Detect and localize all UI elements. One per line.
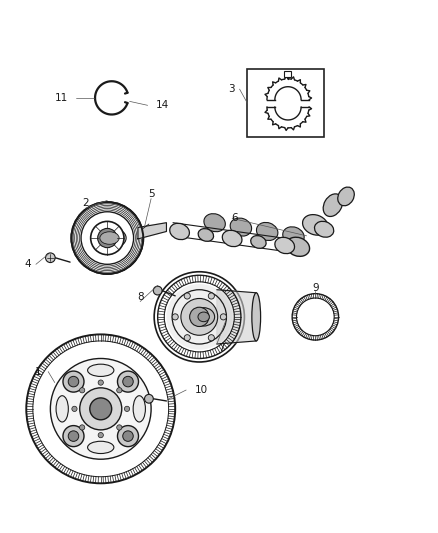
Ellipse shape bbox=[252, 293, 261, 341]
Circle shape bbox=[98, 229, 117, 248]
Ellipse shape bbox=[193, 308, 215, 326]
Ellipse shape bbox=[198, 312, 209, 322]
Ellipse shape bbox=[133, 395, 145, 422]
Circle shape bbox=[63, 371, 84, 392]
Text: 10: 10 bbox=[195, 385, 208, 395]
Text: 2: 2 bbox=[82, 198, 89, 208]
Circle shape bbox=[68, 431, 79, 441]
Circle shape bbox=[154, 272, 244, 362]
Circle shape bbox=[123, 431, 133, 441]
Polygon shape bbox=[217, 290, 256, 344]
Circle shape bbox=[63, 425, 84, 447]
Ellipse shape bbox=[100, 232, 119, 244]
Ellipse shape bbox=[170, 223, 189, 240]
Circle shape bbox=[72, 406, 77, 411]
Circle shape bbox=[71, 202, 143, 274]
Circle shape bbox=[123, 376, 133, 387]
Circle shape bbox=[117, 425, 138, 447]
Circle shape bbox=[124, 406, 130, 411]
Circle shape bbox=[145, 394, 153, 403]
Circle shape bbox=[181, 298, 218, 335]
Circle shape bbox=[90, 398, 112, 420]
Ellipse shape bbox=[88, 364, 114, 376]
Text: 6: 6 bbox=[231, 213, 238, 223]
Ellipse shape bbox=[283, 227, 304, 245]
Circle shape bbox=[184, 335, 191, 341]
Text: 14: 14 bbox=[155, 100, 169, 110]
Text: 3: 3 bbox=[228, 84, 234, 94]
Circle shape bbox=[91, 221, 124, 255]
Ellipse shape bbox=[323, 194, 343, 216]
Ellipse shape bbox=[275, 237, 294, 254]
Text: 7: 7 bbox=[218, 343, 225, 352]
Ellipse shape bbox=[338, 187, 354, 206]
Circle shape bbox=[68, 376, 79, 387]
Text: 5: 5 bbox=[148, 189, 155, 199]
Circle shape bbox=[117, 371, 138, 392]
Circle shape bbox=[220, 314, 226, 320]
Ellipse shape bbox=[230, 218, 251, 236]
Ellipse shape bbox=[286, 237, 310, 256]
Circle shape bbox=[208, 293, 215, 299]
Ellipse shape bbox=[314, 221, 334, 237]
Bar bbox=[247, 69, 324, 138]
Circle shape bbox=[166, 284, 232, 350]
Bar bbox=[285, 71, 291, 77]
Circle shape bbox=[80, 425, 85, 430]
Ellipse shape bbox=[303, 215, 328, 235]
Circle shape bbox=[117, 425, 122, 430]
Circle shape bbox=[80, 388, 122, 430]
Ellipse shape bbox=[93, 227, 126, 249]
Text: 1: 1 bbox=[35, 367, 42, 377]
Text: 11: 11 bbox=[55, 93, 68, 103]
Ellipse shape bbox=[251, 236, 266, 248]
Circle shape bbox=[117, 387, 122, 393]
Ellipse shape bbox=[257, 222, 278, 240]
Text: 4: 4 bbox=[24, 260, 31, 269]
Ellipse shape bbox=[204, 214, 225, 232]
Text: 9: 9 bbox=[312, 284, 319, 293]
Circle shape bbox=[80, 387, 85, 393]
Ellipse shape bbox=[198, 229, 214, 241]
Polygon shape bbox=[138, 223, 166, 239]
Circle shape bbox=[172, 314, 178, 320]
Text: 8: 8 bbox=[137, 292, 144, 302]
Circle shape bbox=[98, 432, 103, 438]
Circle shape bbox=[184, 293, 191, 299]
Ellipse shape bbox=[88, 441, 114, 454]
Circle shape bbox=[98, 380, 103, 385]
Ellipse shape bbox=[223, 230, 242, 247]
Circle shape bbox=[190, 307, 209, 327]
Circle shape bbox=[153, 286, 162, 295]
Ellipse shape bbox=[56, 395, 68, 422]
Circle shape bbox=[50, 359, 151, 459]
Circle shape bbox=[208, 335, 215, 341]
Circle shape bbox=[46, 253, 55, 263]
